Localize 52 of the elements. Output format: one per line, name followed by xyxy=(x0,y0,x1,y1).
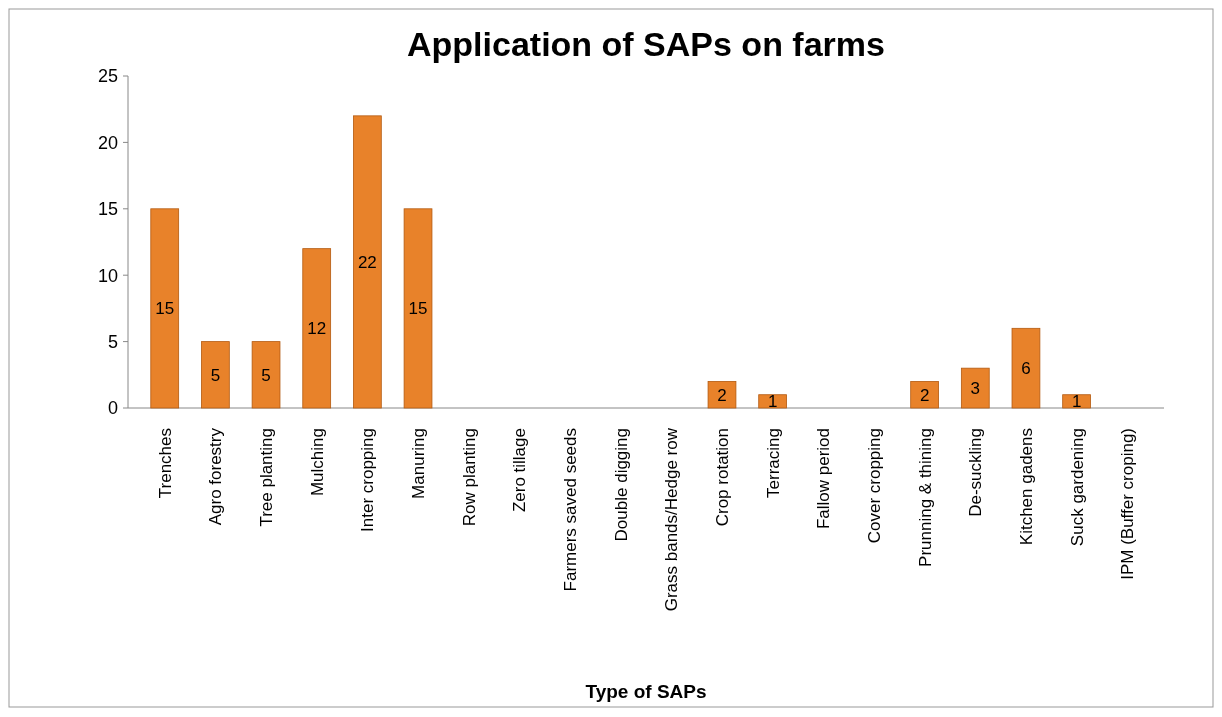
y-tick-label: 10 xyxy=(97,265,118,286)
x-tick-label: Agro forestry xyxy=(206,427,226,526)
x-tick-label: Farmers saved seeds xyxy=(560,428,580,592)
chart-title: Application of SAPs on farms xyxy=(407,25,885,63)
bar xyxy=(1062,394,1091,409)
data-label: 22 xyxy=(357,252,377,272)
bar xyxy=(302,248,332,409)
data-label: 2 xyxy=(919,385,930,405)
data-label: 2 xyxy=(717,385,727,405)
data-label: 5 xyxy=(210,365,221,385)
x-tick-label: Zero tillage xyxy=(510,428,530,513)
bar xyxy=(353,115,382,409)
bar xyxy=(150,208,180,409)
x-tick-label: IPM (Buffer croping) xyxy=(1118,428,1138,580)
x-tick-label: Prunning & thining xyxy=(915,428,935,567)
bar xyxy=(960,367,990,409)
bar xyxy=(910,381,939,409)
y-tick-label: 0 xyxy=(107,398,118,419)
data-label: 6 xyxy=(1021,359,1031,379)
x-tick-label: Trenches xyxy=(155,428,175,499)
x-tick-label: Double digging xyxy=(611,428,631,542)
y-tick-label: 20 xyxy=(97,132,118,153)
bar xyxy=(707,381,737,409)
x-tick-label: Mulching xyxy=(307,428,327,497)
bar xyxy=(201,341,230,409)
x-tick-label: Tree planting xyxy=(257,428,276,527)
x-tick-label: Terracing xyxy=(763,428,783,498)
x-tick-label: Kitchen gadens xyxy=(1016,428,1036,546)
x-tick-label: De-suckling xyxy=(966,428,986,517)
bar xyxy=(251,341,281,409)
x-tick-label: Crop rotation xyxy=(712,428,732,527)
x-tick-label: Cover cropping xyxy=(864,428,884,544)
x-axis-title: Type of SAPs xyxy=(585,681,707,702)
x-tick-label: Grass bands/Hedge row xyxy=(662,427,682,612)
data-label: 3 xyxy=(970,379,981,399)
data-label: 5 xyxy=(261,365,271,385)
bar xyxy=(403,208,433,409)
x-tick-label: Manuring xyxy=(408,428,428,499)
y-tick-label: 15 xyxy=(97,199,118,220)
bar xyxy=(758,394,787,409)
x-tick-label: Inter cropping xyxy=(358,428,378,532)
y-tick-label: 5 xyxy=(107,331,118,352)
x-tick-label: Row planting xyxy=(459,428,479,527)
data-label: 15 xyxy=(155,299,175,319)
bar xyxy=(1011,327,1041,409)
x-tick-label: Suck gardening xyxy=(1067,428,1087,547)
data-label: 1 xyxy=(767,392,778,412)
data-label: 12 xyxy=(307,319,327,339)
x-tick-label: Fallow period xyxy=(814,428,834,530)
y-tick-label: 25 xyxy=(97,66,118,87)
data-label: 1 xyxy=(1071,392,1082,412)
data-label: 15 xyxy=(408,299,428,319)
